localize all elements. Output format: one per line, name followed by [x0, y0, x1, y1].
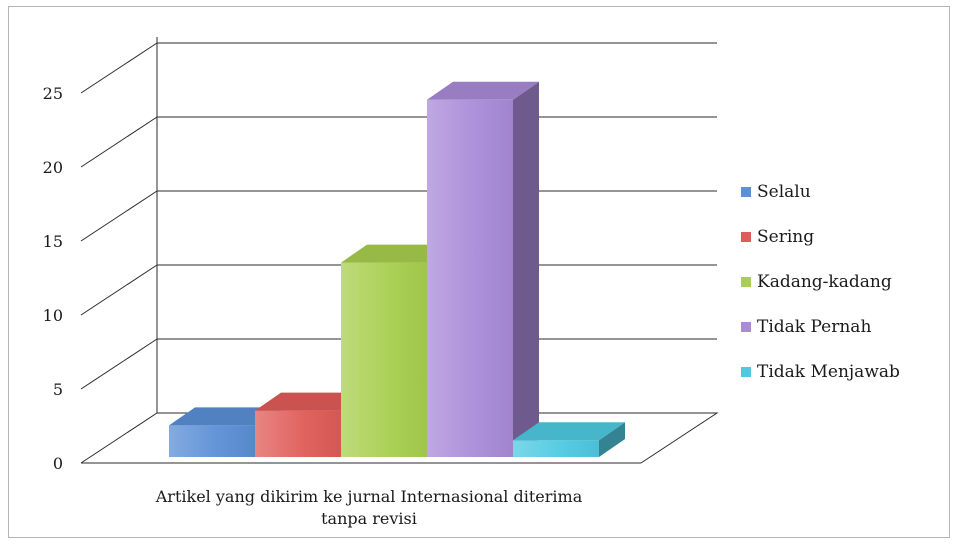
- legend-label: Sering: [757, 227, 814, 247]
- legend-label: Selalu: [757, 182, 811, 202]
- bar-front: [169, 425, 255, 457]
- bar-tidak-pernah: [427, 82, 539, 457]
- gridline-side: [81, 117, 157, 167]
- chart-frame: 0 5 10 15 20 25 Artikel yang dikirim ke jurnal…: [8, 6, 950, 538]
- y-tick-label: 5: [53, 380, 63, 399]
- legend-swatch: [741, 277, 751, 287]
- legend-swatch: [741, 322, 751, 332]
- legend-swatch: [741, 232, 751, 242]
- legend-label: Kadang-kadang: [757, 272, 892, 292]
- bar-front: [341, 263, 427, 457]
- chart-canvas: 0 5 10 15 20 25 Artikel yang dikirim ke jurnal…: [9, 7, 951, 539]
- legend-swatch: [741, 367, 751, 377]
- y-tick-label: 25: [43, 84, 63, 103]
- bar-side: [513, 82, 539, 457]
- x-category-label: tanpa revisi: [321, 509, 417, 528]
- y-tick-label: 20: [43, 158, 63, 177]
- legend-label: Tidak Menjawab: [757, 362, 900, 382]
- y-tick-label: 10: [43, 306, 63, 325]
- legend-label: Tidak Pernah: [757, 317, 871, 337]
- gridline-side: [81, 265, 157, 315]
- gridline-side: [81, 339, 157, 389]
- bar-front: [513, 440, 599, 457]
- bar-front: [255, 411, 341, 457]
- y-tick-label: 0: [53, 454, 63, 473]
- gridline-side: [81, 43, 157, 93]
- x-category-label: Artikel yang dikirim ke jurnal Internasi…: [155, 487, 583, 506]
- bar-front: [427, 100, 513, 457]
- gridline-side: [81, 191, 157, 241]
- y-tick-label: 15: [43, 232, 63, 251]
- legend-swatch: [741, 187, 751, 197]
